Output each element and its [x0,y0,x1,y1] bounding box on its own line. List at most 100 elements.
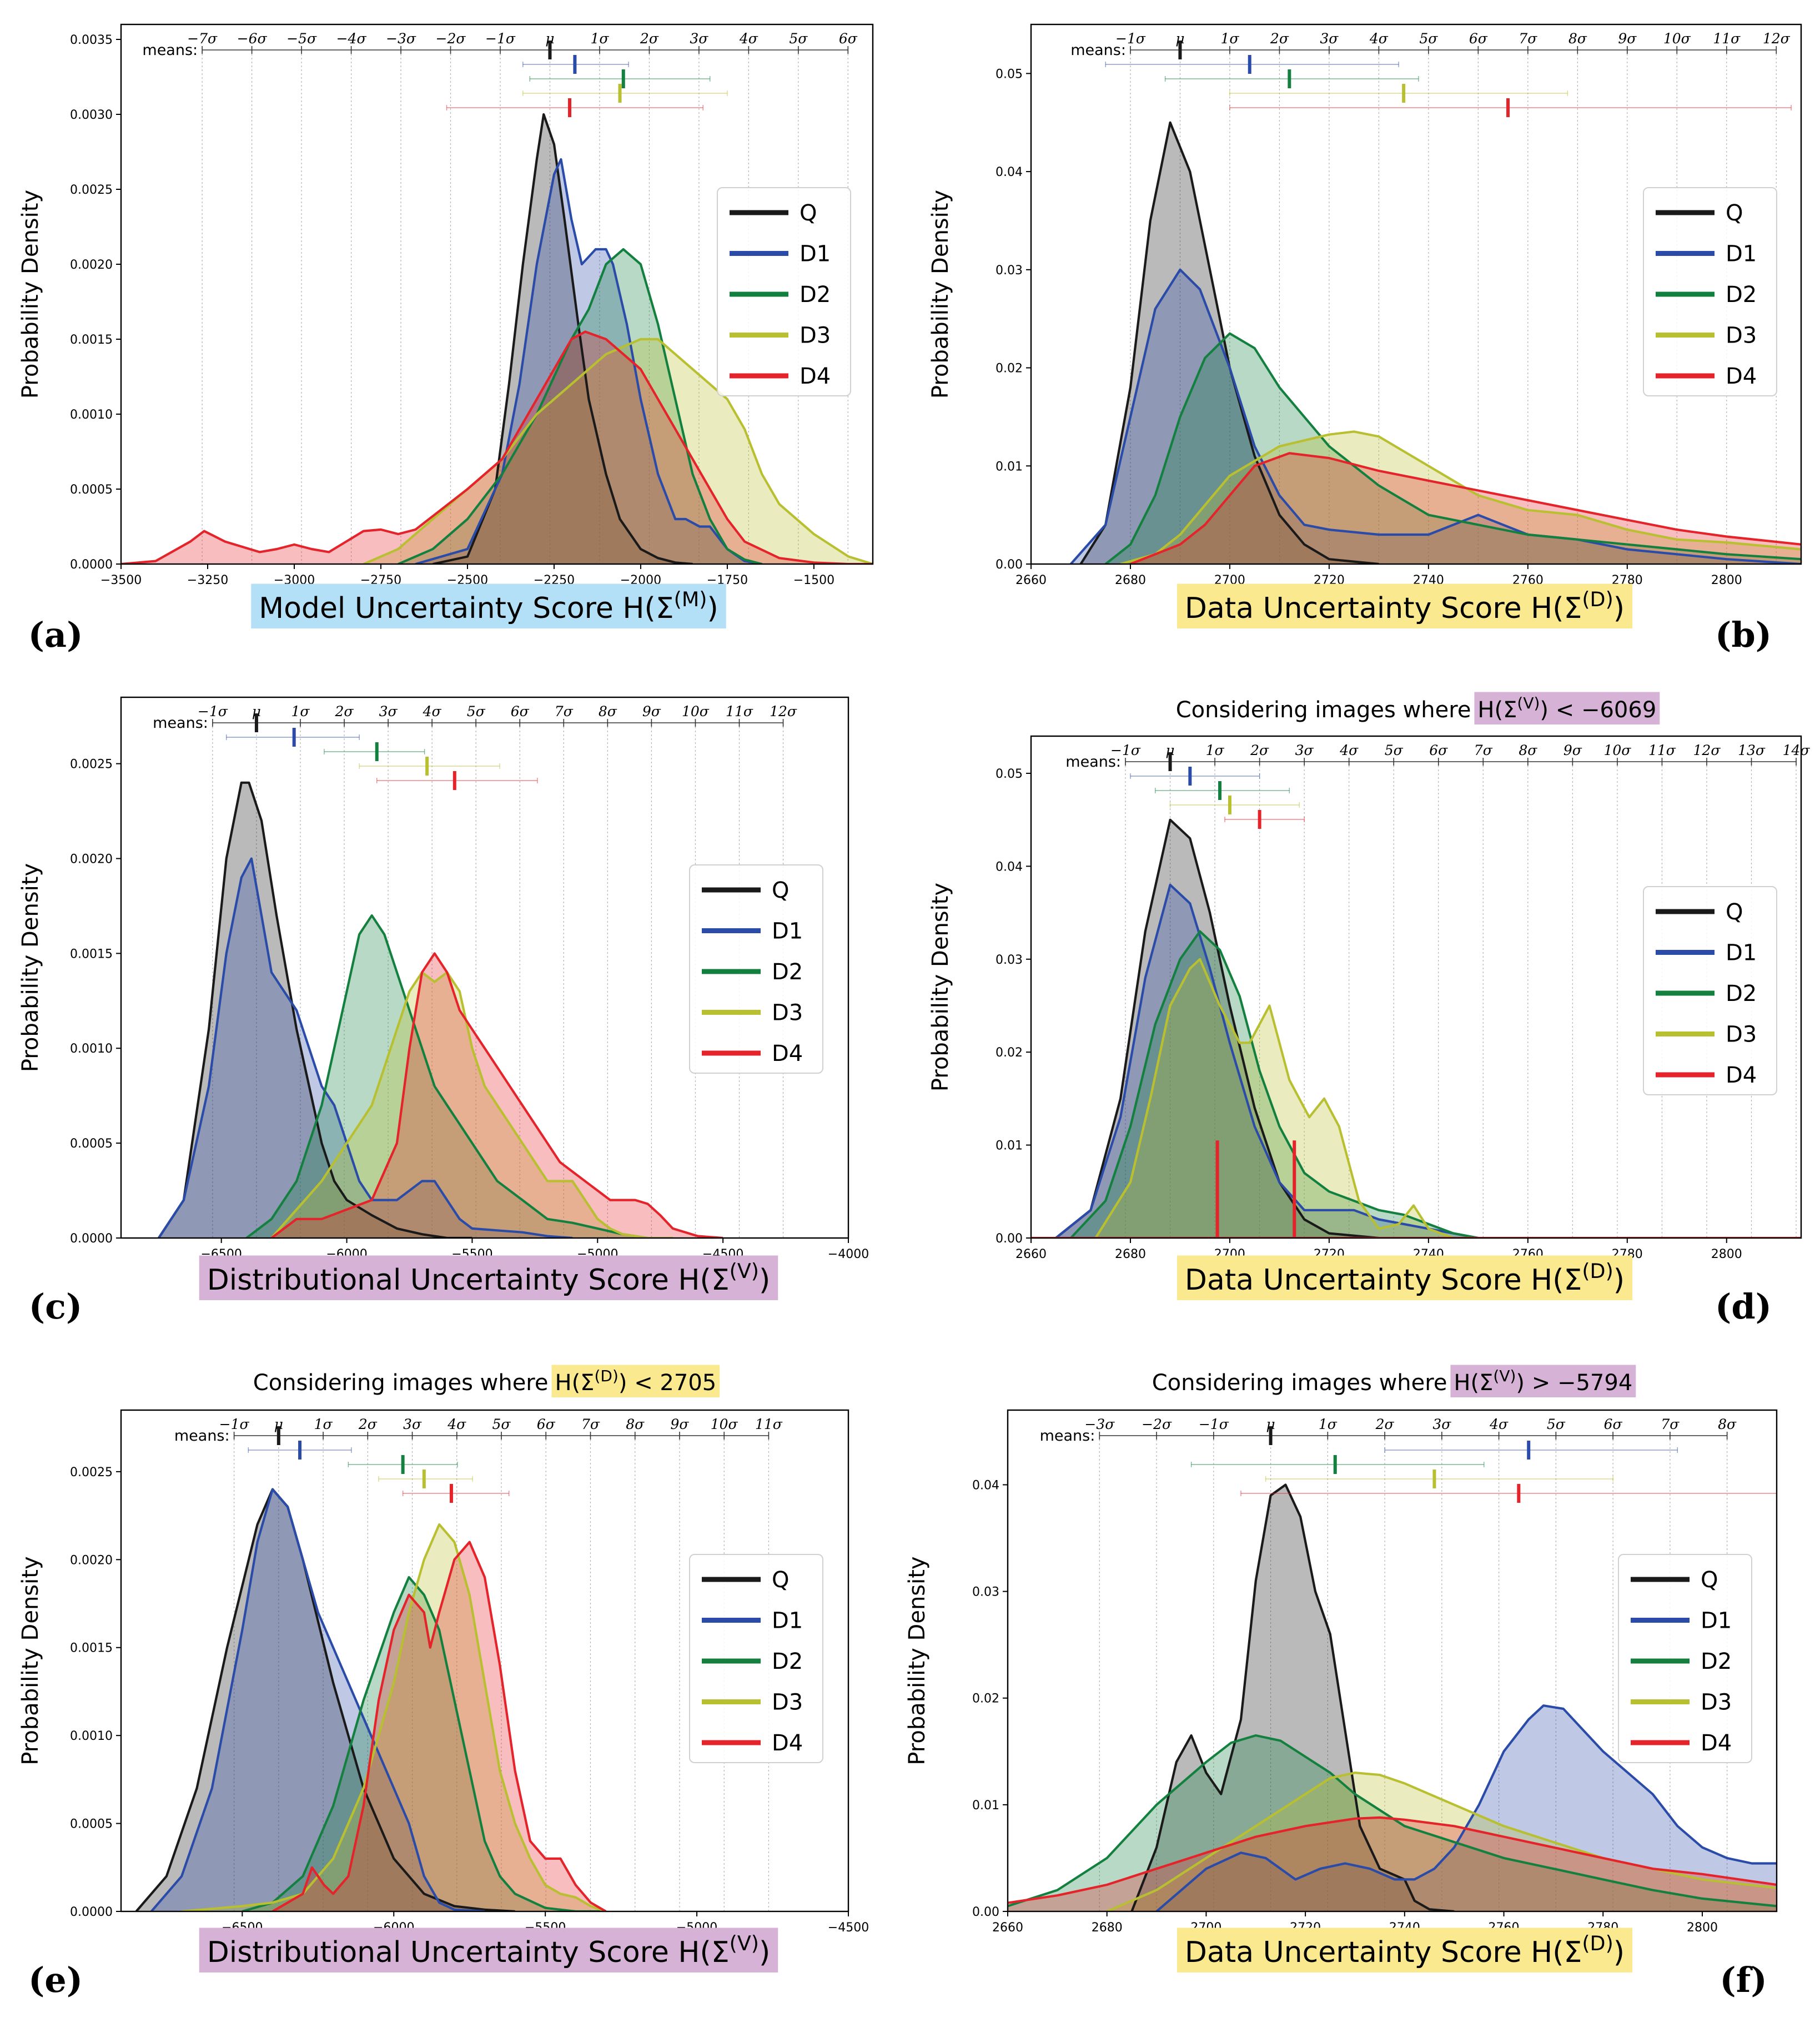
y-tick-label: 0.05 [996,767,1023,781]
y-axis: 0.0000 0.0005 0.0010 0.0015 0.0020 0.0025 [70,1466,121,1919]
sigma-tick-label: 6σ [1429,742,1448,758]
sigma-tick-label: −5σ [286,31,317,47]
sigma-axis: −1σ μ 1σ 2σ 3σ 4σ 5σ 6σ 7σ 8σ 9σ 10σ 11σ 12σ means: [153,703,797,1238]
sigma-tick-label: 2σ [358,1416,378,1432]
series-area-D4 [1008,1817,1777,1911]
sigma-tick-label: −1σ [219,1416,250,1432]
sigma-tick-label: 6σ [1604,1416,1623,1432]
series-area-D3 [1095,959,1454,1238]
panel-d: −1σ μ 1σ 2σ 3σ 4σ 5σ 6σ 7σ 8σ 9σ 10σ 11σ 12σ 13σ 14σ mea… [928,692,1810,1327]
sigma-tick-label: 1σ [1206,742,1225,758]
x-tick-label: 2660 [992,1921,1023,1935]
sigma-tick-label: 4σ [739,31,758,47]
panel-title-condition: H(Σ(V)) < −6069 [1477,694,1656,723]
series-area-D1 [158,858,573,1238]
sigma-tick-label: 10σ [1663,31,1691,47]
density-areas [1070,121,1801,564]
series-line-D4 [272,1541,607,1911]
legend-label: D2 [1726,282,1757,308]
sigma-tick-label: 6σ [839,31,858,47]
sigma-tick-label: 9σ [670,1416,689,1432]
series-line-Q [433,113,693,564]
legend: Q D1 D2 D3 D4 [717,187,851,396]
legend-label: D3 [800,323,831,349]
sigma-tick-label: 3σ [403,1416,422,1432]
legend-label: D4 [772,1041,803,1066]
series-area-Q [433,114,693,564]
series-area-D1 [1157,1705,1777,1911]
sigma-tick-label: −6σ [237,31,268,47]
legend-label: D1 [1701,1608,1732,1634]
series-area-D2 [1008,1735,1777,1911]
legend-label: D4 [800,364,831,389]
panel-title-prefix: Considering images where [1176,697,1471,723]
sigma-tick-label: 3σ [690,31,708,47]
series-line-D4 [121,330,873,564]
series-line-D1 [150,1488,485,1911]
sigma-tick-label: 4σ [423,703,442,719]
panel-title-highlight [551,1365,720,1397]
series-line-D2 [1104,332,1801,564]
y-tick-label: 0.01 [996,1139,1023,1153]
sigma-tick-label: 11σ [755,1416,783,1432]
series-area-D1 [1055,884,1479,1238]
sigma-tick-label: 12σ [1763,31,1791,47]
legend-label: D4 [772,1730,803,1756]
y-tick-label: 0.0015 [70,947,113,961]
y-tick-label: 0.0005 [70,1818,113,1831]
y-tick-label: 0.0005 [70,1137,113,1151]
sigma-tick-label: −1σ [485,31,516,47]
sigma-tick-label: 1σ [1220,31,1239,47]
sigma-tick-label: 7σ [555,703,574,719]
y-tick-label: 0.04 [996,860,1023,874]
series-line-D3 [270,971,673,1238]
sigma-tick-label: −2σ [436,31,466,47]
sigma-tick-label: 10σ [711,1416,738,1432]
series-line-Q [158,781,472,1238]
sigma-axis: −3σ −2σ −1σ μ 1σ 2σ 3σ 4σ 5σ 6σ 7σ 8σ means: [1040,1416,1737,1911]
legend-label: Q [1726,200,1743,226]
legend-label: D2 [800,282,831,308]
x-axis-label-highlight [1177,1928,1633,1972]
y-tick-label: 0.0020 [70,852,113,866]
legend-label: D3 [1726,323,1757,349]
x-tick-label: −4000 [828,1247,869,1261]
sigma-tick-label: 12σ [1693,742,1721,758]
sigma-tick-label: −4σ [336,31,367,47]
y-axis-label: Probability Density [18,190,43,399]
panel-letter: (b) [1715,615,1772,655]
sigma-tick-label: 8σ [1568,31,1587,47]
y-tick-label: 0.0030 [70,108,113,122]
x-axis-label-highlight [199,1255,778,1300]
y-tick-label: 0.00 [996,1232,1023,1246]
y-tick-label: 0.04 [972,1478,999,1492]
legend-label: D1 [772,1608,803,1634]
legend-label: D1 [800,241,831,267]
y-tick-label: 0.0015 [70,333,113,347]
sigma-tick-label: 11σ [1648,742,1676,758]
panel-letter: (d) [1715,1286,1772,1327]
y-tick-label: 0.00 [996,558,1023,572]
legend: Q D1 D2 D3 D4 [689,864,823,1074]
sigma-tick-label: −1σ [1199,1416,1229,1432]
sigma-tick-label: 14σ [1783,742,1811,758]
sigma-tick-label: 8σ [1519,742,1537,758]
sigma-tick-label: 4σ [1339,742,1359,758]
sigma-tick-label: 5σ [789,31,808,47]
sigma-tick-label: 9σ [642,703,661,719]
density-areas [135,1488,607,1911]
sigma-tick-label: 7σ [581,1416,600,1432]
series-line-D2 [242,1576,606,1911]
sigma-tick-label: 3σ [1295,742,1314,758]
series-line-Q [1055,818,1379,1238]
means-label: means: [142,42,198,59]
y-axis: 0.0000 0.0005 0.0010 0.0015 0.0020 0.0025 0.00… [70,33,121,572]
sigma-tick-label: 6σ [1469,31,1488,47]
plot-frame [1030,735,1802,1239]
means-label: means: [174,1427,230,1445]
means-label: means: [1070,42,1126,59]
series-line-D4 [1130,452,1801,564]
legend-label: D2 [772,1649,803,1674]
y-tick-label: 0.0000 [70,1905,113,1919]
